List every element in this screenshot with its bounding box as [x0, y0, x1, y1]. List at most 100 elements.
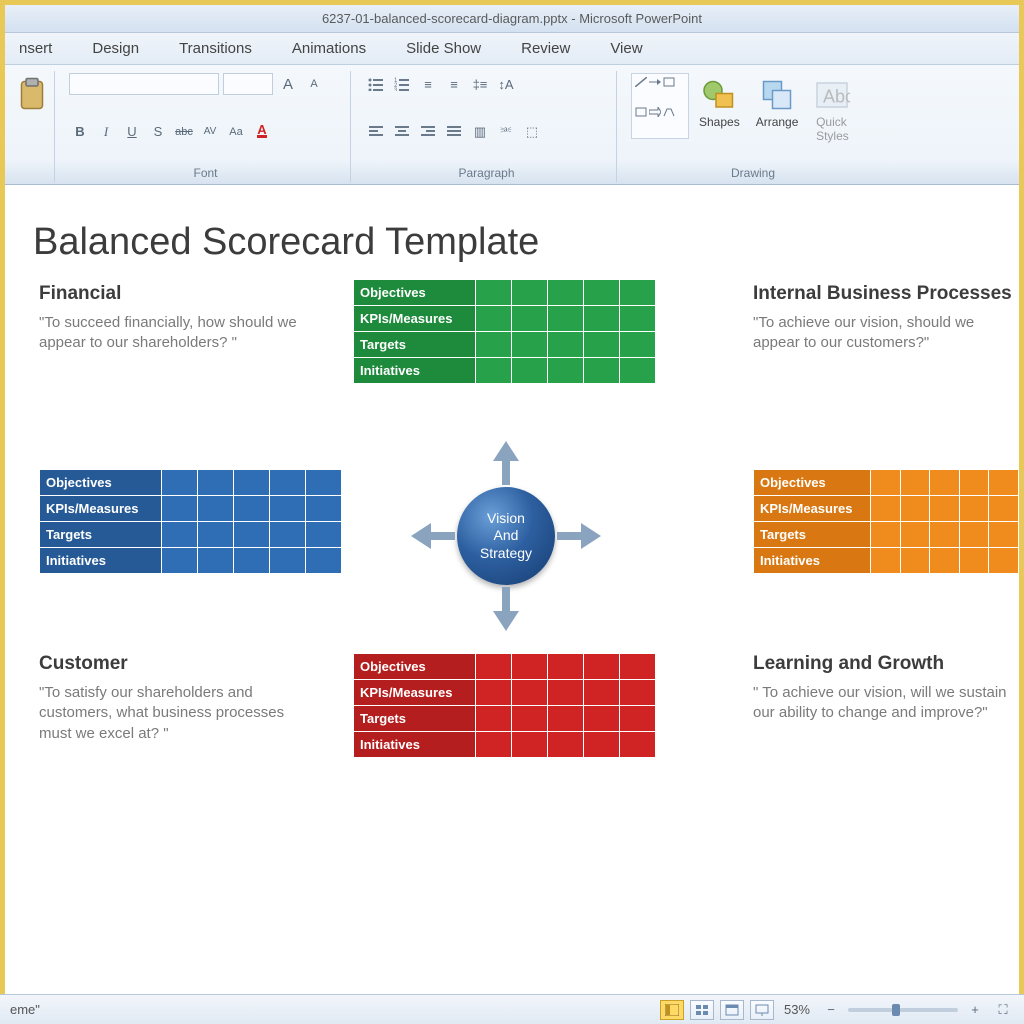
scorecard-cell[interactable] — [584, 280, 620, 306]
change-case-button[interactable]: Aa — [225, 121, 247, 143]
strike-button[interactable]: abc — [173, 121, 195, 143]
scorecard-cell[interactable] — [162, 470, 198, 496]
scorecard-cell[interactable] — [620, 680, 656, 706]
scorecard-cell[interactable] — [584, 306, 620, 332]
learning-table[interactable]: ObjectivesKPIs/MeasuresTargetsInitiative… — [353, 653, 656, 758]
scorecard-cell[interactable] — [620, 654, 656, 680]
scorecard-cell[interactable] — [548, 732, 584, 758]
scorecard-cell[interactable] — [512, 654, 548, 680]
align-right-button[interactable] — [417, 121, 439, 143]
scorecard-cell[interactable] — [306, 548, 342, 574]
scorecard-cell[interactable] — [306, 496, 342, 522]
scorecard-cell[interactable] — [584, 706, 620, 732]
scorecard-cell[interactable] — [959, 470, 989, 496]
scorecard-cell[interactable] — [162, 496, 198, 522]
tab-review[interactable]: Review — [515, 36, 576, 61]
scorecard-cell[interactable] — [234, 470, 270, 496]
scorecard-cell[interactable] — [270, 470, 306, 496]
scorecard-cell[interactable] — [548, 706, 584, 732]
scorecard-cell[interactable] — [930, 548, 960, 574]
scorecard-cell[interactable] — [871, 522, 901, 548]
scorecard-cell[interactable] — [900, 548, 930, 574]
zoom-in-button[interactable]: + — [964, 999, 986, 1021]
scorecard-cell[interactable] — [306, 522, 342, 548]
align-center-button[interactable] — [391, 121, 413, 143]
scorecard-cell[interactable] — [900, 522, 930, 548]
scorecard-cell[interactable] — [620, 332, 656, 358]
scorecard-cell[interactable] — [620, 732, 656, 758]
scorecard-cell[interactable] — [548, 358, 584, 384]
scorecard-cell[interactable] — [234, 522, 270, 548]
scorecard-cell[interactable] — [476, 280, 512, 306]
financial-table[interactable]: ObjectivesKPIs/MeasuresTargetsInitiative… — [353, 279, 656, 384]
align-left-button[interactable] — [365, 121, 387, 143]
char-spacing-button[interactable]: AV — [199, 121, 221, 143]
scorecard-cell[interactable] — [162, 522, 198, 548]
numbering-button[interactable]: 123 — [391, 73, 413, 95]
scorecard-cell[interactable] — [989, 496, 1019, 522]
scorecard-cell[interactable] — [512, 706, 548, 732]
scorecard-cell[interactable] — [548, 680, 584, 706]
zoom-thumb[interactable] — [892, 1004, 900, 1016]
scorecard-cell[interactable] — [234, 548, 270, 574]
line-spacing-button[interactable]: ‡≡ — [469, 73, 491, 95]
scorecard-cell[interactable] — [900, 470, 930, 496]
scorecard-cell[interactable] — [270, 522, 306, 548]
tab-animations[interactable]: Animations — [286, 36, 372, 61]
underline-button[interactable]: U — [121, 121, 143, 143]
zoom-out-button[interactable]: − — [820, 999, 842, 1021]
slide[interactable]: Balanced Scorecard Template Financial "T… — [33, 221, 1019, 981]
shadow-button[interactable]: S — [147, 121, 169, 143]
scorecard-cell[interactable] — [476, 680, 512, 706]
italic-button[interactable]: I — [95, 121, 117, 143]
slideshow-view-button[interactable] — [750, 1000, 774, 1020]
align-text-button[interactable]: ⎃ — [495, 121, 517, 143]
shapes-gallery[interactable] — [631, 73, 689, 139]
zoom-level[interactable]: 53% — [784, 1002, 810, 1017]
scorecard-cell[interactable] — [930, 470, 960, 496]
tab-view[interactable]: View — [604, 36, 648, 61]
scorecard-cell[interactable] — [871, 548, 901, 574]
font-size-select[interactable] — [223, 73, 273, 95]
scorecard-cell[interactable] — [162, 548, 198, 574]
tab-design[interactable]: Design — [86, 36, 145, 61]
font-family-select[interactable] — [69, 73, 219, 95]
scorecard-cell[interactable] — [512, 280, 548, 306]
scorecard-cell[interactable] — [512, 732, 548, 758]
scorecard-cell[interactable] — [548, 280, 584, 306]
scorecard-cell[interactable] — [930, 496, 960, 522]
scorecard-cell[interactable] — [512, 680, 548, 706]
scorecard-cell[interactable] — [584, 358, 620, 384]
scorecard-cell[interactable] — [989, 470, 1019, 496]
text-direction-button[interactable]: ↕A — [495, 73, 517, 95]
scorecard-cell[interactable] — [871, 496, 901, 522]
arrange-button[interactable]: Arrange — [750, 73, 805, 133]
internal-table[interactable]: ObjectivesKPIs/MeasuresTargetsInitiative… — [753, 469, 1019, 574]
scorecard-cell[interactable] — [930, 522, 960, 548]
shrink-font-button[interactable]: A — [303, 73, 325, 95]
scorecard-cell[interactable] — [989, 548, 1019, 574]
scorecard-cell[interactable] — [234, 496, 270, 522]
scorecard-cell[interactable] — [476, 358, 512, 384]
scorecard-cell[interactable] — [584, 732, 620, 758]
scorecard-cell[interactable] — [959, 548, 989, 574]
tab-insert[interactable]: nsert — [13, 36, 58, 61]
scorecard-cell[interactable] — [871, 470, 901, 496]
scorecard-cell[interactable] — [476, 706, 512, 732]
justify-button[interactable] — [443, 121, 465, 143]
scorecard-cell[interactable] — [512, 332, 548, 358]
scorecard-cell[interactable] — [512, 358, 548, 384]
scorecard-cell[interactable] — [306, 470, 342, 496]
smartart-button[interactable]: ⬚ — [521, 121, 543, 143]
scorecard-cell[interactable] — [620, 280, 656, 306]
scorecard-cell[interactable] — [548, 654, 584, 680]
customer-table[interactable]: ObjectivesKPIs/MeasuresTargetsInitiative… — [39, 469, 342, 574]
scorecard-cell[interactable] — [584, 654, 620, 680]
reading-view-button[interactable] — [720, 1000, 744, 1020]
scorecard-cell[interactable] — [476, 332, 512, 358]
quick-styles-button[interactable]: Abc Quick Styles — [808, 73, 856, 147]
scorecard-cell[interactable] — [900, 496, 930, 522]
scorecard-cell[interactable] — [512, 306, 548, 332]
increase-indent-button[interactable]: ≡ — [443, 73, 465, 95]
scorecard-cell[interactable] — [584, 332, 620, 358]
